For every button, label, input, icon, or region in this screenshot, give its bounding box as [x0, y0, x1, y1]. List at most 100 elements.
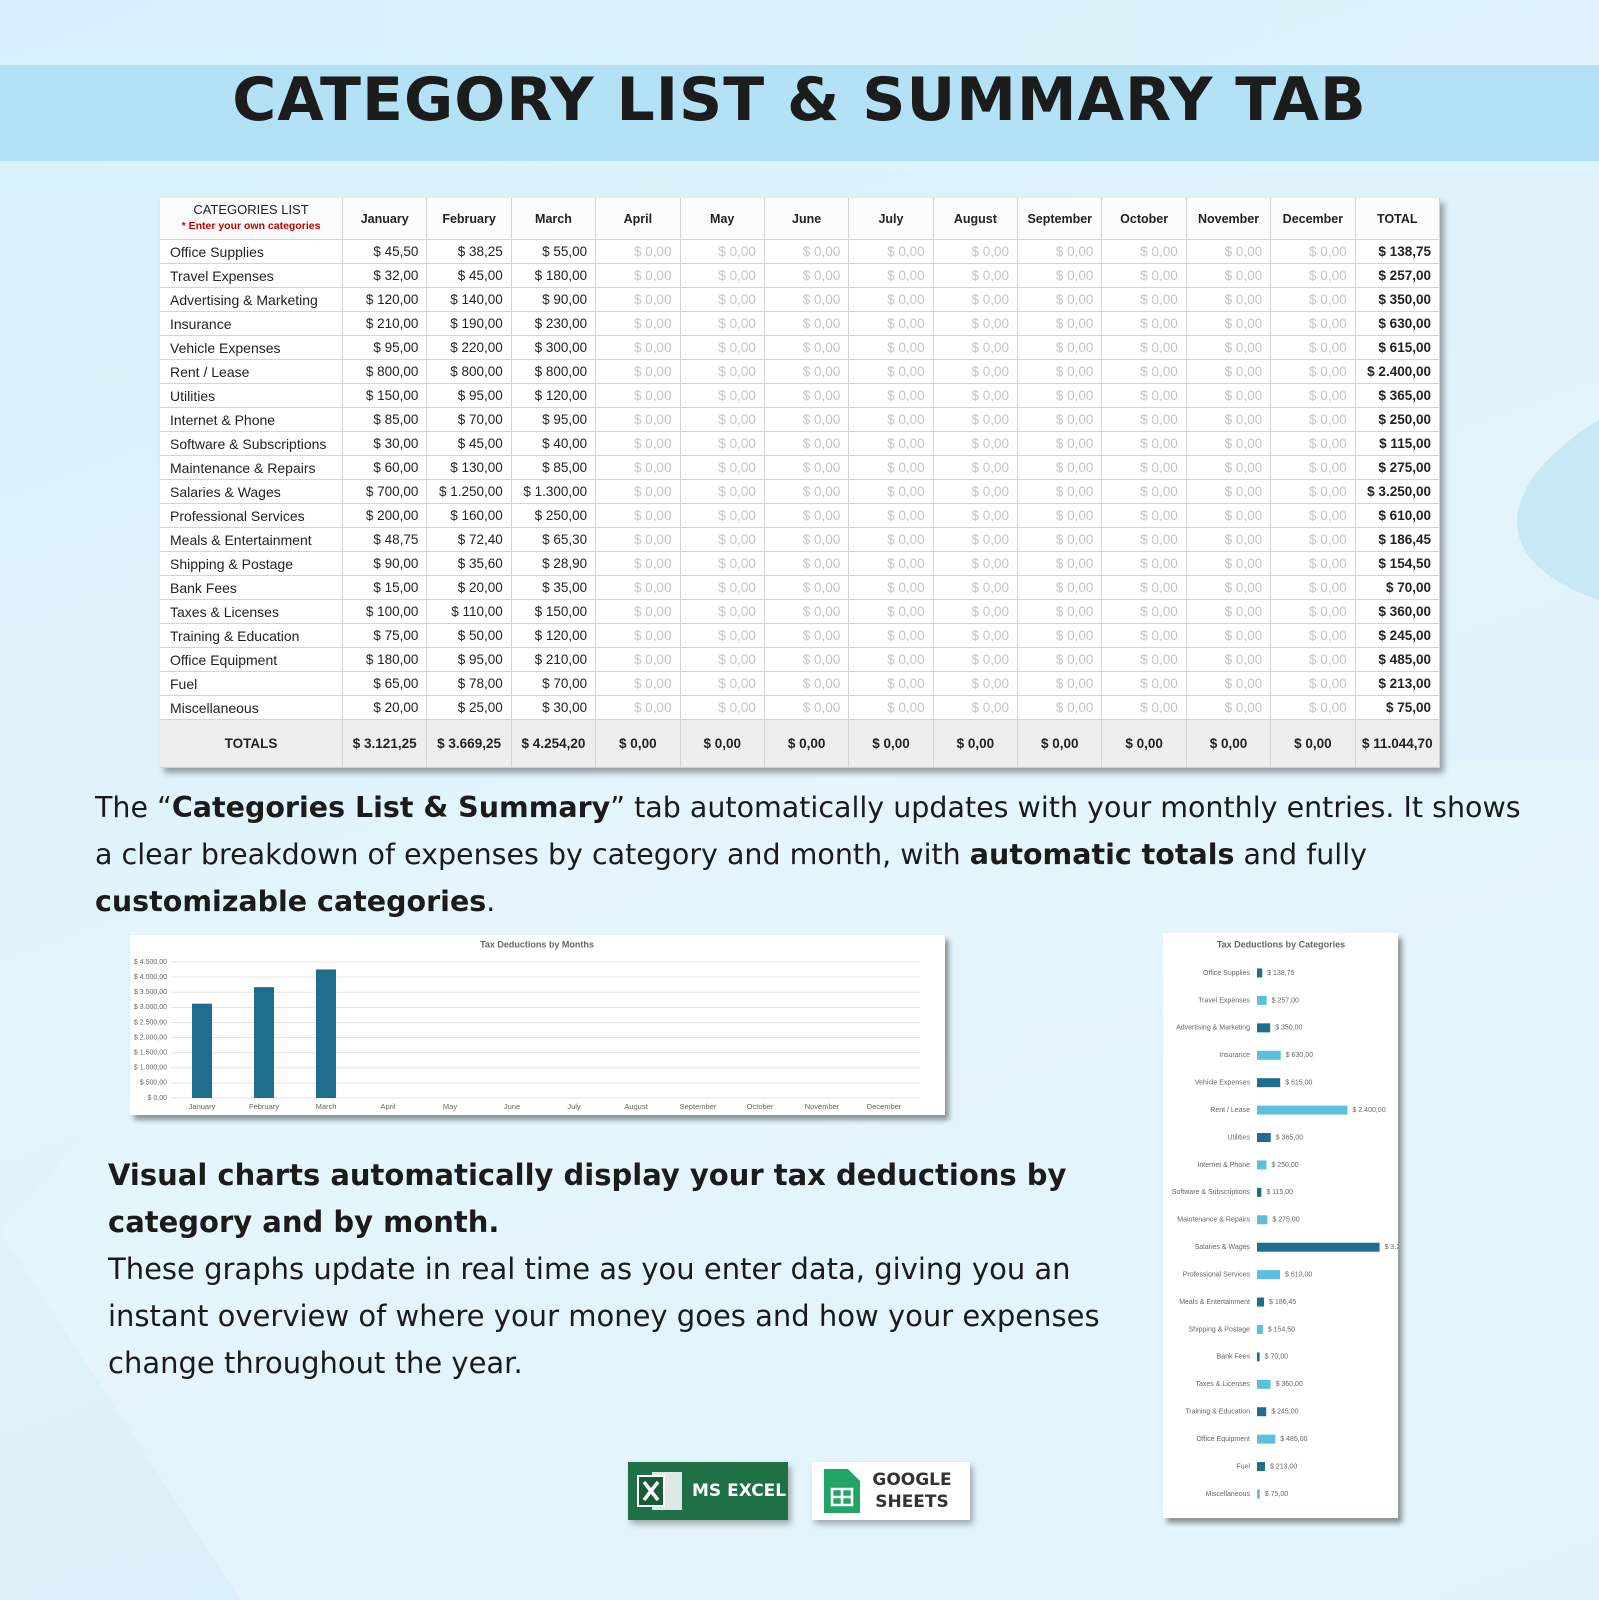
amount-cell: $ 0,00: [849, 504, 934, 528]
amount-cell: $ 300,00: [511, 336, 597, 360]
x-tick-label: May: [443, 1102, 457, 1111]
total-cell: $ 4.254,20: [511, 720, 597, 768]
amount-cell: $ 0,00: [1102, 648, 1187, 672]
amount-cell: $ 0,00: [1186, 696, 1272, 720]
amount-cell: $ 0,00: [1186, 264, 1272, 288]
value-label: $ 250,00: [1271, 1162, 1298, 1169]
value-label: $ 615,00: [1285, 1080, 1312, 1087]
amount-cell: $ 0,00: [596, 504, 681, 528]
intro-part: customizable categories: [95, 885, 487, 918]
amount-cell: $ 1.300,00: [511, 480, 597, 504]
amount-cell: $ 0,00: [680, 408, 765, 432]
header-cell: June: [764, 198, 850, 240]
amount-cell: $ 257,00: [1355, 264, 1440, 288]
amount-cell: $ 0,00: [933, 480, 1019, 504]
amount-cell: $ 0,00: [680, 312, 765, 336]
bar: [1257, 1187, 1262, 1197]
amount-cell: $ 0,00: [1186, 384, 1272, 408]
chart-title: Tax Deductions by Categories: [1217, 939, 1345, 949]
amount-cell: $ 160,00: [427, 504, 512, 528]
amount-cell: $ 70,00: [427, 408, 512, 432]
category-cell: Taxes & Licenses: [160, 600, 343, 624]
header-cell: September: [1018, 198, 1103, 240]
amount-cell: $ 0,00: [1018, 624, 1103, 648]
amount-cell: $ 0,00: [764, 432, 850, 456]
bar: [316, 969, 336, 1098]
sheets-badge: GOOGLE SHEETS: [812, 1462, 970, 1520]
value-label: $ 186,45: [1269, 1299, 1296, 1306]
amount-cell: $ 95,00: [511, 408, 597, 432]
amount-cell: $ 0,00: [1271, 288, 1356, 312]
amount-cell: $ 0,00: [849, 336, 934, 360]
amount-cell: $ 250,00: [1355, 408, 1440, 432]
value-label: $ 154,50: [1268, 1326, 1295, 1333]
amount-cell: $ 0,00: [764, 408, 850, 432]
sheets-icon: [824, 1469, 860, 1513]
page-title: CATEGORY LIST & SUMMARY TAB: [232, 65, 1367, 135]
amount-cell: $ 0,00: [764, 360, 850, 384]
amount-cell: $ 0,00: [1018, 288, 1103, 312]
amount-cell: $ 100,00: [343, 600, 428, 624]
amount-cell: $ 0,00: [680, 648, 765, 672]
amount-cell: $ 0,00: [1102, 552, 1187, 576]
amount-cell: $ 138,75: [1355, 240, 1440, 264]
amount-cell: $ 0,00: [1186, 552, 1272, 576]
amount-cell: $ 70,00: [1355, 576, 1440, 600]
amount-cell: $ 0,00: [933, 264, 1019, 288]
value-label: $ 115,00: [1266, 1189, 1293, 1196]
amount-cell: $ 0,00: [1102, 576, 1187, 600]
bar: [1257, 968, 1263, 978]
amount-cell: $ 85,00: [343, 408, 428, 432]
category-cell: Bank Fees: [160, 576, 343, 600]
y-tick-label: Office Supplies: [1203, 970, 1250, 977]
amount-cell: $ 0,00: [1102, 312, 1187, 336]
amount-cell: $ 360,00: [1355, 600, 1440, 624]
y-tick-label: Salaries & Wages: [1195, 1244, 1251, 1251]
amount-cell: $ 180,00: [343, 648, 428, 672]
amount-cell: $ 0,00: [849, 264, 934, 288]
amount-cell: $ 45,00: [427, 432, 512, 456]
amount-cell: $ 0,00: [680, 384, 765, 408]
amount-cell: $ 180,00: [511, 264, 597, 288]
amount-cell: $ 0,00: [1271, 672, 1356, 696]
category-cell: Insurance: [160, 312, 343, 336]
amount-cell: $ 0,00: [933, 504, 1019, 528]
amount-cell: $ 0,00: [1102, 408, 1187, 432]
amount-cell: $ 0,00: [1186, 648, 1272, 672]
amount-cell: $ 0,00: [1186, 360, 1272, 384]
amount-cell: $ 0,00: [596, 648, 681, 672]
amount-cell: $ 0,00: [680, 264, 765, 288]
amount-cell: $ 0,00: [1271, 456, 1356, 480]
amount-cell: $ 78,00: [427, 672, 512, 696]
x-tick-label: September: [680, 1102, 717, 1111]
intro-part: .: [486, 885, 496, 918]
amount-cell: $ 0,00: [1102, 696, 1187, 720]
value-label: $ 485,00: [1280, 1436, 1307, 1443]
bar: [1257, 1379, 1271, 1389]
categories-chart: Tax Deductions by Categories Office Suppl…: [1163, 933, 1398, 1518]
amount-cell: $ 0,00: [849, 600, 934, 624]
amount-cell: $ 0,00: [1271, 696, 1356, 720]
amount-cell: $ 55,00: [511, 240, 597, 264]
total-cell: $ 3.669,25: [427, 720, 512, 768]
amount-cell: $ 365,00: [1355, 384, 1440, 408]
amount-cell: $ 0,00: [764, 552, 850, 576]
amount-cell: $ 0,00: [933, 648, 1019, 672]
amount-cell: $ 0,00: [1018, 696, 1103, 720]
amount-cell: $ 0,00: [1271, 360, 1356, 384]
x-tick-label: March: [316, 1102, 337, 1111]
x-tick-label: January: [189, 1102, 216, 1111]
y-tick-label: Vehicle Expenses: [1195, 1080, 1251, 1087]
y-tick-label: $ 2.500,00: [134, 1019, 167, 1026]
title-banner: [0, 65, 1599, 161]
y-tick-label: $ 2.000,00: [134, 1034, 167, 1041]
amount-cell: $ 0,00: [1271, 624, 1356, 648]
amount-cell: $ 0,00: [596, 336, 681, 360]
bar: [1257, 1242, 1380, 1252]
amount-cell: $ 0,00: [764, 576, 850, 600]
y-tick-label: Office Equipment: [1196, 1436, 1250, 1443]
amount-cell: $ 0,00: [933, 384, 1019, 408]
amount-cell: $ 110,00: [427, 600, 512, 624]
amount-cell: $ 0,00: [680, 504, 765, 528]
y-tick-label: Fuel: [1236, 1463, 1250, 1470]
